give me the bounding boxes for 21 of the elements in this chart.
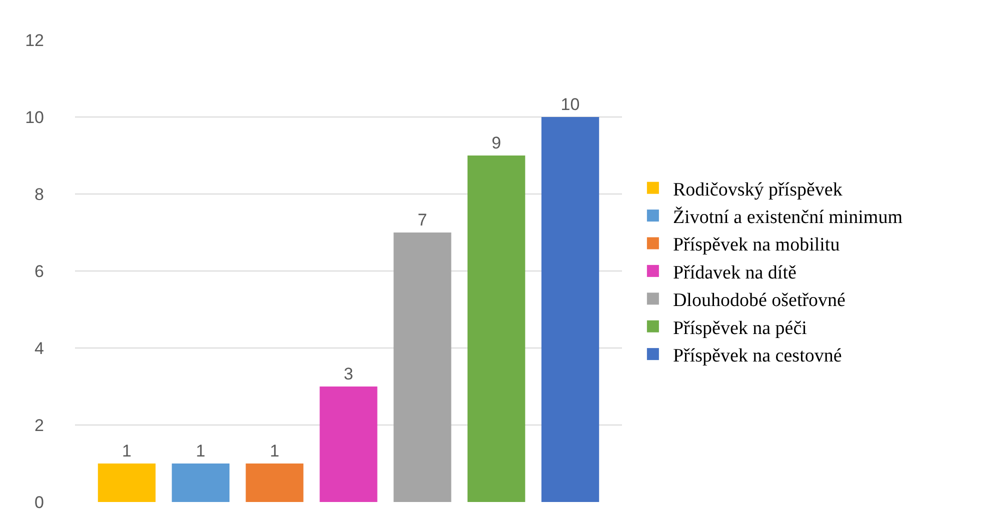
legend-label: Rodičovský příspěvek [672, 179, 843, 200]
data-label: 1 [196, 442, 206, 460]
y-tick-label: 10 [25, 108, 44, 127]
y-tick-label: 4 [34, 338, 44, 358]
data-label: 9 [492, 134, 502, 152]
legend-label: Dlouhodobé ošetřovné [672, 290, 846, 312]
data-label: 10 [560, 95, 580, 114]
legend-label: Příspěvek na mobilitu [672, 234, 840, 256]
data-label: 1 [122, 442, 132, 460]
y-tick-label: 6 [34, 262, 44, 281]
y-tick-label: 2 [34, 416, 44, 435]
data-label: 1 [270, 442, 280, 460]
legend-label: Přídavek na dítě [672, 262, 796, 284]
data-label: 3 [344, 364, 354, 384]
y-tick-label: 8 [34, 184, 44, 204]
data-label: 7 [418, 210, 428, 230]
legend-label: Příspěvek na cestovné [672, 345, 842, 366]
y-tick-label: 0 [34, 492, 44, 512]
legend-label: Životní a existenční minimum [672, 206, 903, 228]
legend-label: Příspěvek na péči [672, 318, 807, 339]
y-tick-label: 12 [25, 30, 44, 50]
